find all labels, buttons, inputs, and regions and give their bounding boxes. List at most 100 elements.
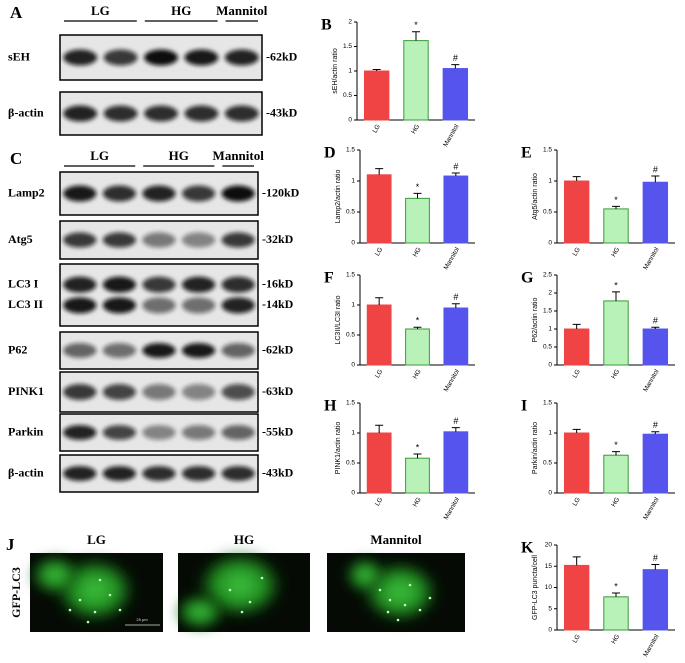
group-label: HG	[169, 148, 189, 163]
panel-label: G	[521, 270, 534, 287]
band	[102, 232, 137, 248]
y-tick-label: 0.5	[346, 332, 355, 339]
band	[63, 185, 97, 202]
error-bar	[612, 451, 620, 456]
size-label: -120kD	[262, 185, 300, 199]
band	[224, 105, 259, 122]
chart: F LC3II/LC3I ratio 0 0.5 1 1.5 LG * HG # Mannitol	[324, 270, 475, 393]
band	[142, 343, 176, 358]
row-label: LC3 II	[8, 297, 43, 311]
error-bar	[612, 291, 620, 301]
y-axis-label: PINK1/actin ratio	[335, 422, 342, 475]
puncta	[378, 588, 382, 592]
y-axis-label: Parkin/actin ratio	[532, 422, 539, 474]
size-label: -63kD	[262, 384, 294, 398]
y-tick-label: 2	[348, 19, 352, 26]
x-tick-label: HG	[610, 368, 621, 380]
error-bar	[651, 175, 660, 183]
band	[221, 185, 255, 202]
error-bar	[413, 453, 422, 459]
band	[63, 276, 97, 293]
y-tick-label: 1.5	[543, 400, 552, 407]
error-bar	[451, 64, 460, 69]
band	[102, 297, 137, 314]
y-tick-label: 15	[545, 563, 553, 570]
panel-label: C	[10, 149, 22, 168]
condition-label: LG	[87, 532, 106, 547]
group-label: LG	[91, 3, 110, 18]
band	[181, 466, 216, 481]
band	[144, 105, 178, 122]
band	[181, 276, 216, 293]
row-label: Atg5	[8, 232, 33, 246]
band	[63, 425, 97, 440]
size-label: -43kD	[262, 465, 294, 479]
significance-mark: #	[653, 316, 658, 326]
y-tick-label: 0	[548, 240, 552, 247]
band	[184, 49, 219, 66]
bar	[403, 40, 429, 121]
band	[102, 466, 137, 481]
y-tick-label: 0	[348, 117, 352, 124]
x-tick-label: HG	[412, 368, 423, 380]
x-tick-label: LG	[374, 368, 384, 379]
x-tick-label: Mannitol	[642, 633, 661, 658]
error-bar	[451, 172, 460, 177]
significance-mark: *	[614, 195, 618, 205]
chart: H PINK1/actin ratio 0 0.5 1 1.5 LG * HG # Mannitol	[324, 398, 475, 521]
bar	[603, 596, 629, 631]
bar	[642, 569, 669, 631]
puncta	[108, 593, 112, 597]
panel-label: J	[6, 535, 15, 554]
x-tick-label: Mannitol	[642, 368, 661, 393]
y-axis-label: P62/actin ratio	[532, 298, 539, 343]
chart: G P62/actin ratio 0 0.5 1 1.5 2 2.5 LG * HG # Mannit…	[521, 270, 675, 393]
bar	[366, 174, 392, 244]
significance-mark: *	[614, 581, 618, 591]
y-tick-label: 1.5	[543, 147, 552, 154]
puncta	[260, 576, 264, 580]
band	[221, 466, 255, 481]
band	[63, 384, 97, 400]
y-tick-label: 0	[351, 240, 355, 247]
x-tick-label: LG	[571, 368, 581, 379]
bar	[642, 433, 669, 494]
bar	[603, 454, 629, 494]
significance-mark: *	[614, 280, 618, 290]
band	[221, 297, 255, 314]
x-tick-label: HG	[410, 123, 421, 135]
y-tick-label: 10	[545, 584, 553, 591]
error-bar	[572, 323, 581, 329]
significance-mark: *	[416, 316, 420, 326]
band	[63, 49, 98, 66]
panel-label: A	[10, 3, 23, 22]
y-tick-label: 1	[548, 326, 552, 333]
x-tick-label: LG	[571, 246, 581, 257]
bar	[443, 307, 469, 366]
significance-mark: #	[453, 292, 458, 302]
row-label: LC3 I	[8, 276, 39, 290]
y-tick-label: 0.5	[543, 344, 552, 351]
band	[221, 343, 255, 358]
size-label: -16kD	[262, 276, 294, 290]
band	[224, 49, 259, 66]
size-label: -62kD	[266, 49, 298, 63]
band	[102, 276, 137, 293]
band	[103, 49, 138, 66]
y-tick-label: 1.5	[346, 272, 355, 279]
error-bar	[651, 431, 660, 435]
y-axis-label: GFP-LC3 puncta/cell	[532, 555, 539, 620]
band	[142, 466, 176, 481]
band	[221, 276, 255, 293]
significance-mark: #	[453, 53, 458, 63]
bar	[363, 70, 390, 121]
error-bar	[612, 205, 620, 209]
cell	[345, 557, 385, 593]
row-label: P62	[8, 342, 27, 356]
x-tick-label: Mannitol	[442, 123, 461, 148]
band	[142, 384, 176, 400]
panel-label: E	[521, 145, 532, 162]
row-label: β-actin	[8, 465, 44, 479]
significance-mark: #	[453, 161, 458, 171]
